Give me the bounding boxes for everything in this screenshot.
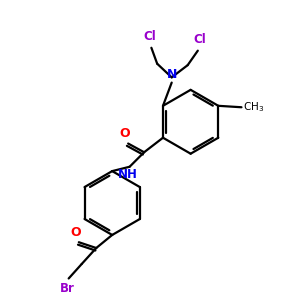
Text: CH$_3$: CH$_3$ xyxy=(243,100,264,114)
Text: O: O xyxy=(70,226,81,239)
Text: O: O xyxy=(119,127,130,140)
Text: Cl: Cl xyxy=(143,30,156,44)
Text: N: N xyxy=(167,68,177,81)
Text: Cl: Cl xyxy=(193,33,206,46)
Text: NH: NH xyxy=(118,168,138,181)
Text: Br: Br xyxy=(60,282,75,295)
